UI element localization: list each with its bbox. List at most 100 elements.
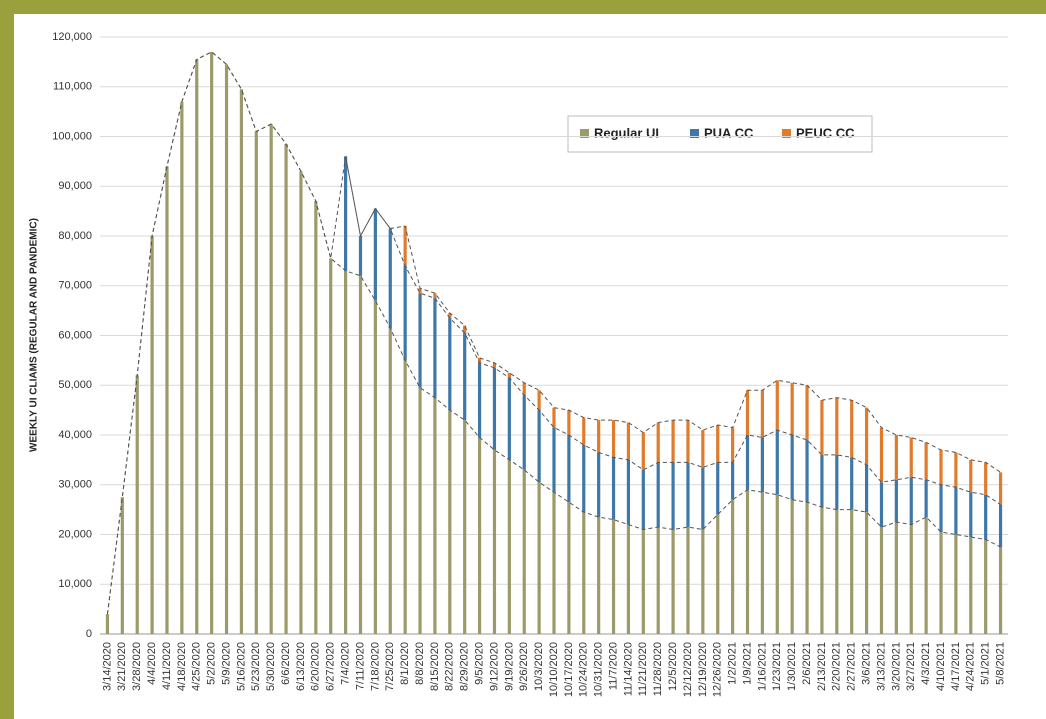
bar-segment (269, 124, 273, 634)
bar-segment (522, 395, 526, 470)
y-tick-label: 90,000 (58, 180, 92, 192)
bar-segment (448, 410, 452, 634)
x-tick-label: 4/4/2020 (146, 642, 158, 685)
bar-segment (656, 422, 660, 463)
bar-segment (344, 270, 348, 634)
legend-box (567, 115, 873, 153)
bar-segment (403, 265, 407, 361)
bar-segment (835, 397, 839, 455)
bar-segment (463, 333, 467, 421)
bar-segment (745, 390, 750, 435)
legend-swatch (690, 129, 699, 138)
legend-swatch (782, 129, 791, 138)
y-tick-label: 120,000 (52, 31, 92, 43)
x-tick-label: 8/15/2020 (429, 642, 441, 691)
bar-segment (998, 546, 1003, 634)
x-tick-label: 11/28/2020 (652, 642, 664, 696)
x-tick-label: 3/21/2020 (116, 642, 128, 691)
bar-segment (954, 534, 958, 634)
bar-segment (850, 509, 854, 634)
bar-segment (552, 427, 556, 493)
bar-segment (239, 89, 244, 635)
bar-segment (969, 459, 973, 493)
total-outline (106, 51, 1001, 615)
bar-segment (582, 444, 586, 513)
bar-segment (373, 300, 377, 634)
x-tick-label: 5/8/2021 (994, 642, 1006, 685)
x-tick-label: 12/5/2020 (667, 642, 679, 691)
bar-segment (433, 298, 437, 398)
bar-segment (388, 228, 392, 329)
x-tick-label: 4/3/2021 (920, 642, 932, 685)
bar-segment (344, 156, 348, 271)
x-tick-label: 2/27/2021 (846, 642, 858, 691)
x-tick-label: 1/2/2021 (727, 642, 739, 685)
legend-label: Regular UI (594, 125, 659, 140)
x-tick-label: 11/21/2020 (637, 642, 649, 696)
bar-segment (969, 492, 973, 537)
bar-segment (790, 382, 794, 435)
bar-segment (701, 529, 705, 634)
x-tick-label: 12/26/2020 (712, 642, 724, 697)
x-tick-label: 5/23/2020 (250, 642, 262, 691)
bar-segment (924, 479, 928, 518)
bar-segment (433, 293, 437, 299)
bar-segment (745, 435, 750, 490)
bar-segment (820, 454, 824, 508)
y-tick-label: 10,000 (58, 578, 92, 590)
chart-background (14, 14, 1046, 719)
x-tick-label: 3/20/2021 (890, 642, 902, 691)
bar-segment (894, 435, 898, 480)
bar-segment (641, 469, 645, 530)
bar-segment (135, 375, 139, 634)
y-tick-label: 20,000 (58, 528, 92, 540)
bar-segment (582, 512, 586, 634)
x-tick-label: 3/27/2021 (905, 642, 917, 691)
bar-segment (611, 519, 616, 634)
bar-segment (864, 464, 869, 513)
bar-segment (760, 390, 764, 438)
bar-segment (195, 59, 199, 634)
bar-segment (998, 504, 1003, 547)
bar-segment (507, 377, 511, 460)
bar-segment (597, 420, 601, 453)
legend: Regular UI PUA CC PEUC CC (567, 115, 873, 153)
legend-label: PUA CC (704, 125, 754, 140)
legend-label: PEUC CC (796, 125, 855, 140)
bar-segment (716, 462, 720, 515)
bar-segment (641, 432, 645, 470)
bar-segment (998, 472, 1003, 505)
x-tick-label: 6/6/2020 (280, 642, 292, 685)
bar-segment (537, 410, 541, 483)
bar-segment (224, 64, 229, 635)
bar-segment (567, 502, 571, 634)
bar-segment (775, 494, 779, 634)
bar-segment (477, 437, 482, 634)
x-tick-label: 10/17/2020 (563, 642, 575, 697)
bar-segment (477, 362, 482, 438)
bar-segment (358, 275, 363, 634)
x-tick-label: 7/18/2020 (369, 642, 381, 691)
x-tick-label: 8/8/2020 (414, 642, 426, 685)
x-tick-label: 10/10/2020 (548, 642, 560, 697)
bar-segment (984, 462, 988, 495)
bar-segment (656, 527, 660, 634)
y-tick-label: 0 (86, 628, 92, 640)
bar-segment (418, 288, 422, 294)
legend-swatch (580, 129, 589, 138)
bar-segment (180, 101, 184, 635)
bar-segment (165, 166, 169, 634)
bar-segment (701, 467, 705, 530)
bar-segment (358, 236, 363, 276)
bar-segment (418, 387, 422, 634)
bar-segment (790, 435, 794, 500)
x-tick-label: 4/24/2021 (965, 642, 977, 691)
x-tick-label: 4/17/2021 (950, 642, 962, 691)
bar-segment (805, 502, 809, 634)
x-tick-label: 7/11/2020 (354, 642, 366, 690)
bar-segment (924, 442, 928, 480)
bar-segment (745, 489, 750, 634)
bar-segment (894, 479, 898, 523)
x-tick-label: 4/10/2021 (935, 642, 947, 691)
